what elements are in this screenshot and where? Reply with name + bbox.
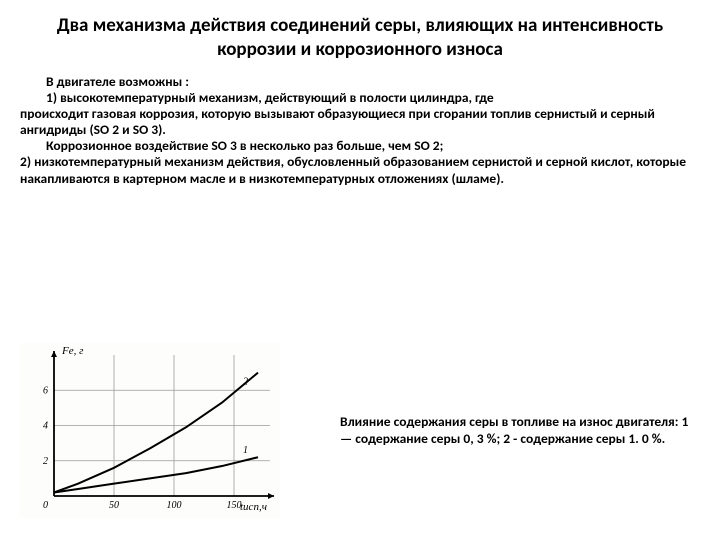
svg-text:100: 100 [167,500,182,511]
svg-text:0: 0 [43,500,48,511]
svg-text:4: 4 [43,421,48,432]
item1-note: Коррозионное воздействие SO 3 в нескольк… [20,138,700,154]
chart-svg: 246050100150Fe, гtисп,ч12 [20,343,280,518]
svg-text:2: 2 [43,456,48,467]
item1-lead: 1) высокотемпературный механизм, действу… [20,90,700,106]
intro-line: В двигателе возможны : [20,74,700,90]
item2: 2) низкотемпературный механизм действия,… [20,153,686,186]
chart-caption: Влияние содержания серы в топливе на изн… [340,414,700,446]
svg-text:50: 50 [109,500,119,511]
lower-row: 246050100150Fe, гtисп,ч12 Влияние содерж… [20,343,700,518]
svg-text:1: 1 [243,445,248,456]
svg-text:Fe, г: Fe, г [61,345,84,357]
item1-cont: происходит газовая коррозия, которую выз… [20,105,655,138]
body-text: В двигателе возможны : 1) высокотемперат… [20,74,700,187]
page-title: Два механизма действия соединений серы, … [20,14,700,62]
svg-text:6: 6 [43,385,48,396]
chart: 246050100150Fe, гtисп,ч12 [20,343,280,518]
svg-text:2: 2 [243,377,248,388]
svg-text:tисп,ч: tисп,ч [240,501,267,513]
